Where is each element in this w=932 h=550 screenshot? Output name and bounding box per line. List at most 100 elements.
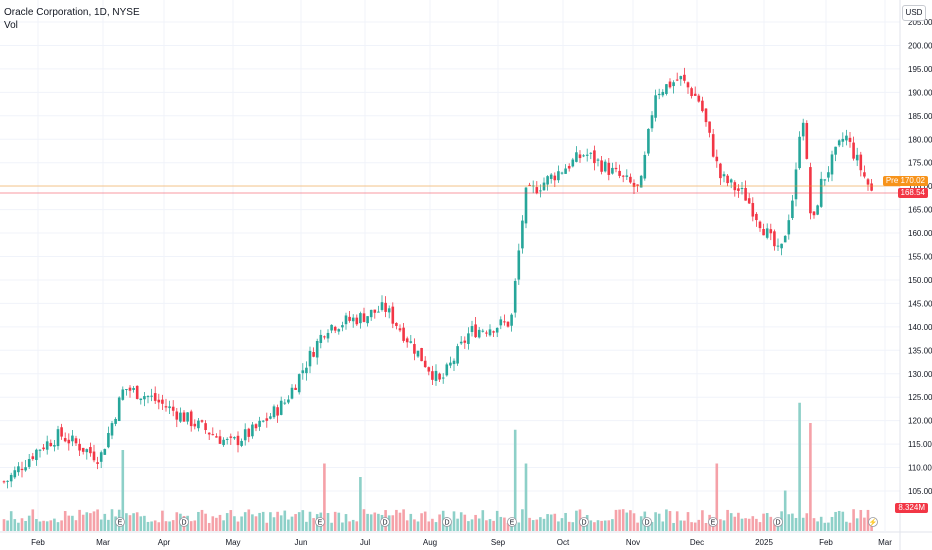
volume-bar: [798, 402, 801, 531]
candle-body: [783, 235, 787, 243]
event-marker-dividend: [773, 517, 783, 527]
candle-body: [348, 316, 351, 321]
volume-bar: [596, 520, 600, 531]
candle-body: [157, 399, 161, 403]
volume-bar: [665, 509, 668, 531]
volume-bar: [611, 519, 614, 531]
x-tick-label: Nov: [626, 538, 640, 547]
volume-bar: [215, 517, 218, 531]
candle-body: [182, 412, 186, 422]
candle-body: [283, 402, 287, 404]
volume-bar: [351, 519, 355, 531]
volume-bar: [287, 519, 290, 531]
candle-body: [665, 84, 668, 94]
candle-body: [308, 350, 312, 367]
candle-body: [53, 445, 56, 447]
volume-bar: [6, 520, 9, 531]
candle-body: [344, 315, 348, 325]
volume-bar: [200, 509, 204, 531]
candle-body: [456, 346, 459, 364]
candle-body: [139, 398, 143, 401]
volume-bar: [107, 519, 110, 531]
candle-body: [693, 93, 697, 96]
volume-bar: [553, 513, 557, 531]
last-price-value: 168.54: [900, 188, 925, 197]
candle-body: [312, 351, 315, 357]
volume-bar: [866, 509, 870, 531]
candle-body: [297, 374, 301, 393]
volume-bar: [35, 519, 38, 531]
candle-body: [762, 228, 765, 236]
candle-body: [575, 152, 578, 162]
candle-body: [650, 115, 654, 129]
candle-body: [463, 340, 467, 343]
candle-body: [366, 316, 369, 324]
symbol-title[interactable]: Oracle Corporation, 1D, NYSE: [4, 7, 140, 18]
y-tick-label: 110.00: [908, 464, 932, 473]
volume-bar: [251, 514, 254, 531]
volume-bar: [103, 513, 107, 531]
candle-body: [272, 406, 276, 418]
candle-body: [852, 142, 855, 159]
candle-body: [96, 462, 99, 464]
candle-body: [557, 171, 560, 181]
volume-bar: [121, 450, 125, 531]
candle-body: [438, 373, 441, 380]
candle-body: [668, 81, 672, 88]
volume-bar: [733, 516, 737, 531]
volume-bar: [434, 522, 438, 531]
volume-bar: [42, 520, 45, 531]
candle-body: [506, 321, 510, 327]
volume-bar: [31, 509, 35, 531]
volume-bar: [607, 520, 611, 531]
volume-bar: [593, 522, 596, 531]
candle-body: [405, 338, 409, 343]
candle-body: [121, 389, 125, 400]
candle-body: [89, 447, 92, 454]
candle-body: [549, 174, 553, 179]
volume-bar: [17, 522, 20, 531]
candle-body: [528, 184, 531, 186]
volume-bar: [240, 516, 243, 531]
candle-body: [243, 429, 247, 441]
candle-body: [391, 306, 395, 324]
volume-bar: [283, 510, 287, 531]
volume-bar: [841, 511, 845, 531]
candle-body: [517, 250, 521, 280]
volume-bar: [211, 516, 215, 531]
candle-body: [337, 329, 341, 332]
candle-body: [711, 134, 715, 157]
volume-bar: [625, 512, 629, 531]
y-tick-label: 180.00: [908, 135, 932, 144]
volume-bar: [85, 512, 89, 531]
volume-bar: [650, 521, 654, 531]
candle-body: [81, 447, 85, 452]
candle-body: [301, 370, 305, 374]
candle-body: [629, 176, 632, 183]
volume-bar: [402, 509, 405, 531]
candle-body: [233, 437, 236, 439]
volume-bar: [326, 512, 330, 531]
volume-bar: [621, 509, 625, 531]
candle-body: [294, 387, 297, 390]
candle-body: [553, 175, 557, 181]
candle-body: [63, 438, 67, 442]
volume-bar: [845, 521, 848, 531]
volume-bar: [330, 522, 333, 531]
volume-bar: [463, 514, 467, 531]
volume-bar: [49, 520, 53, 531]
candle-body: [690, 88, 693, 97]
volume-bar: [71, 515, 74, 531]
candle-body: [798, 136, 801, 169]
candle-body: [373, 309, 377, 313]
volume-bar: [132, 513, 135, 531]
candle-body: [326, 332, 330, 339]
candle-body: [524, 187, 528, 224]
candle-body: [236, 435, 240, 446]
y-tick-label: 185.00: [908, 112, 932, 121]
candle-body: [261, 420, 265, 422]
currency-selector[interactable]: USD: [902, 5, 926, 21]
volume-bar: [157, 522, 161, 531]
candle-body: [589, 152, 593, 154]
